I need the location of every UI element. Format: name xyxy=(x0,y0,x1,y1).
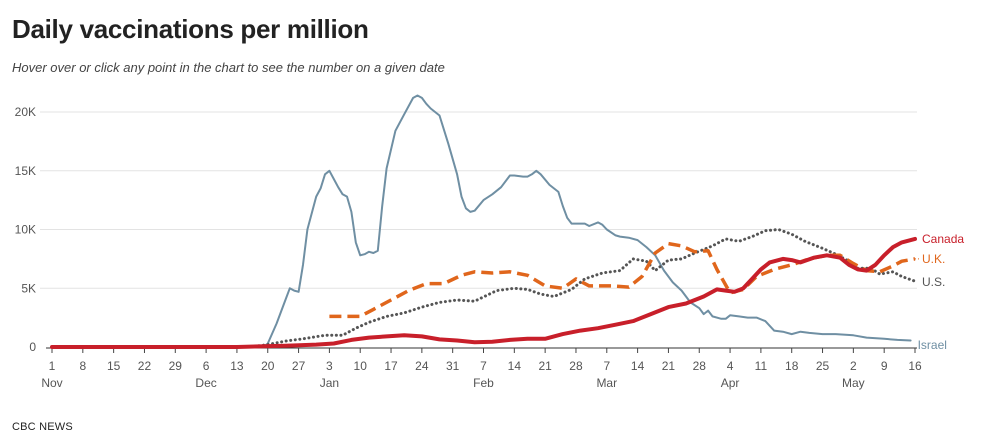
x-tick-label: 14 xyxy=(508,359,522,373)
x-tick-label: 13 xyxy=(230,359,244,373)
series-line-us[interactable] xyxy=(50,228,917,349)
x-tick-label: 24 xyxy=(415,359,429,373)
x-tick-label: 3 xyxy=(326,359,333,373)
chart-title: Daily vaccinations per million xyxy=(12,14,369,44)
x-tick-label: 14 xyxy=(631,359,645,373)
y-tick-label: 15K xyxy=(15,164,36,178)
x-tick-label: 17 xyxy=(384,359,398,373)
y-tick-label: 20K xyxy=(15,105,36,119)
x-tick-label: 11 xyxy=(755,359,768,373)
x-tick-label: 9 xyxy=(881,359,888,373)
x-tick-label: 28 xyxy=(693,359,707,373)
chart-subtitle: Hover over or click any point in the cha… xyxy=(12,60,445,75)
x-month-label: Mar xyxy=(596,376,617,390)
x-tick-label: 28 xyxy=(569,359,583,373)
x-tick-label: 27 xyxy=(292,359,306,373)
x-tick-label: 4 xyxy=(727,359,734,373)
x-tick-label: 7 xyxy=(603,359,610,373)
x-tick-label: 10 xyxy=(354,359,368,373)
series-label: Canada xyxy=(922,232,964,246)
x-tick-label: 6 xyxy=(203,359,210,373)
x-tick-label: 21 xyxy=(662,359,676,373)
y-tick-label: 10K xyxy=(15,223,36,237)
series-line-israel[interactable] xyxy=(51,94,912,348)
x-tick-label: 21 xyxy=(538,359,552,373)
x-tick-label: 1 xyxy=(49,359,56,373)
x-tick-label: 18 xyxy=(785,359,799,373)
x-tick-label: 20 xyxy=(261,359,275,373)
x-month-label: Feb xyxy=(473,376,494,390)
x-tick-label: 22 xyxy=(138,359,152,373)
x-month-label: Jan xyxy=(320,376,339,390)
x-tick-label: 31 xyxy=(446,359,460,373)
x-tick-label: 16 xyxy=(908,359,922,373)
x-tick-label: 15 xyxy=(107,359,121,373)
series-line-canada[interactable] xyxy=(50,236,917,349)
x-tick-label: 8 xyxy=(79,359,86,373)
series-label: U.S. xyxy=(922,275,945,289)
series-label: Israel xyxy=(918,338,947,352)
x-tick-label: 2 xyxy=(850,359,857,373)
source-credit: CBC NEWS xyxy=(12,421,73,433)
series-label: U.K. xyxy=(922,252,945,266)
y-tick-label: 5K xyxy=(21,281,36,295)
x-month-label: Dec xyxy=(195,376,216,390)
x-tick-label: 7 xyxy=(480,359,487,373)
x-month-label: Apr xyxy=(721,376,740,390)
x-month-label: Nov xyxy=(41,376,62,390)
x-month-label: May xyxy=(842,376,865,390)
x-tick-label: 25 xyxy=(816,359,830,373)
x-tick-label: 29 xyxy=(169,359,183,373)
y-tick-label: 0 xyxy=(29,340,36,354)
